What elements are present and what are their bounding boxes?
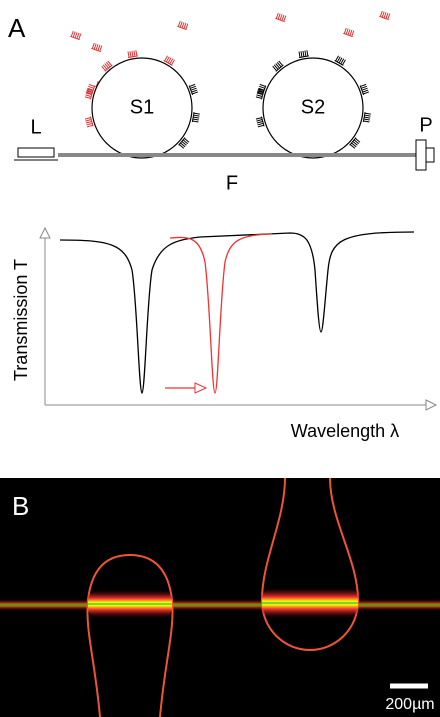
- y-axis-label: Transmission T: [11, 259, 31, 381]
- shifted-curve: [169, 233, 273, 394]
- micrograph: [0, 478, 440, 717]
- molecule: [177, 20, 189, 31]
- panel-label: B: [12, 491, 29, 521]
- molecule: [188, 83, 199, 96]
- molecule: [84, 88, 94, 100]
- sphere-label: S2: [301, 96, 325, 118]
- panel-label: A: [8, 13, 26, 43]
- mode-glow: [262, 588, 358, 618]
- detector: [415, 139, 427, 171]
- laser-label: L: [30, 116, 41, 138]
- molecule: [163, 55, 175, 66]
- mode-glow: [88, 590, 172, 618]
- detector: [425, 147, 435, 163]
- molecule: [362, 112, 371, 123]
- shift-arrow-head: [194, 382, 208, 394]
- molecule: [349, 137, 361, 149]
- sphere-outline: [86, 553, 174, 717]
- molecule: [84, 116, 94, 128]
- sphere: [91, 57, 193, 159]
- molecule: [127, 50, 138, 59]
- molecule: [343, 27, 355, 38]
- sphere-label: S1: [130, 96, 154, 118]
- spectrum-curve: [59, 231, 415, 394]
- fiber-label: F: [226, 172, 238, 194]
- molecule: [275, 12, 287, 23]
- x-axis-label: Wavelength λ: [291, 421, 399, 441]
- fiber-glow: [0, 599, 440, 611]
- molecule: [272, 60, 284, 72]
- sphere: [262, 57, 364, 159]
- molecule: [379, 10, 391, 21]
- arrow-head: [425, 399, 438, 411]
- molecule: [359, 83, 370, 96]
- molecule: [255, 116, 265, 128]
- arrow-head: [39, 226, 51, 239]
- molecule: [334, 55, 346, 66]
- sphere-outline: [260, 477, 360, 652]
- laser: [17, 147, 55, 158]
- molecule: [101, 60, 113, 72]
- detector-label: P: [419, 114, 432, 136]
- molecule: [91, 42, 103, 53]
- molecules: [70, 10, 391, 149]
- molecule: [70, 30, 82, 41]
- molecule: [178, 137, 190, 149]
- molecule: [191, 112, 200, 123]
- molecule: [298, 50, 309, 59]
- scale-bar-label: 200µm: [385, 696, 434, 713]
- molecule: [255, 88, 265, 100]
